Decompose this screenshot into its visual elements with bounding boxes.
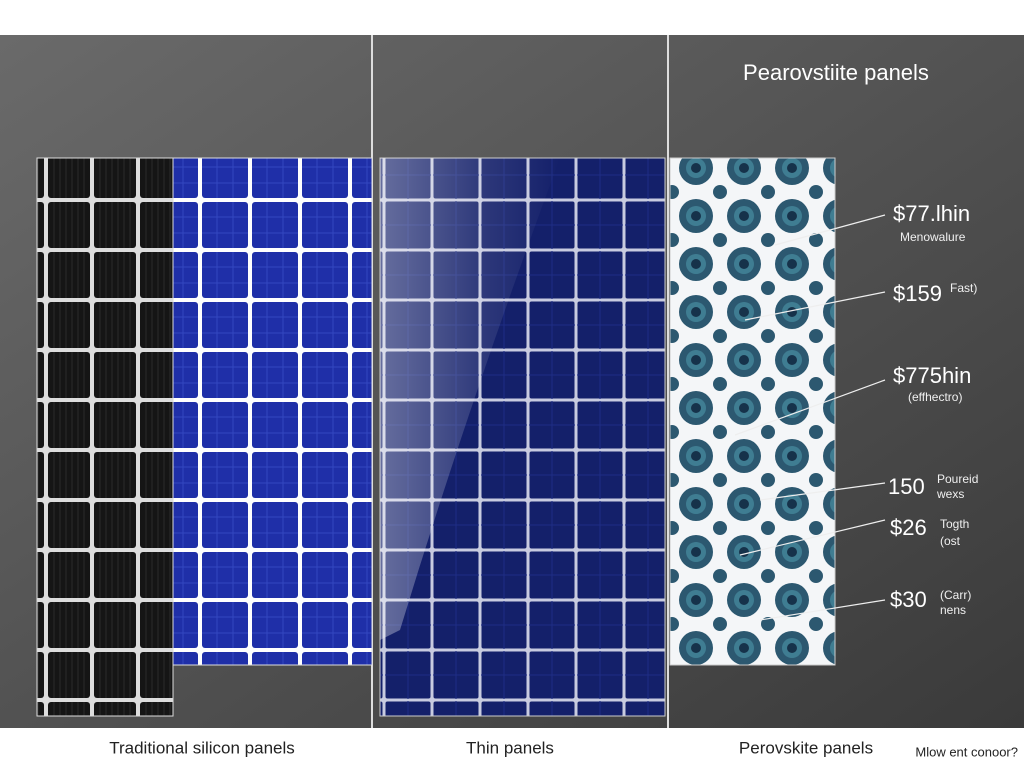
panel-label: Perovskite panels: [739, 738, 873, 757]
callout-price: $26: [890, 515, 927, 540]
callout-note: (Carr): [940, 588, 971, 602]
callout-note: nens: [940, 603, 966, 617]
panel-label: Thin panels: [466, 738, 554, 757]
callout-price: $775hin: [893, 363, 971, 388]
callout-note: (effhectro): [908, 390, 962, 404]
callout-price: $159: [893, 281, 942, 306]
callout-note: Poureid: [937, 472, 978, 486]
callout-price: 150: [888, 474, 925, 499]
perovskite-panel: [669, 157, 836, 666]
callout-lines: [734, 214, 886, 621]
thin-panel-glare: [380, 158, 560, 640]
callout-note: Togth: [940, 517, 969, 531]
callout-price: $77.lhin: [893, 201, 970, 226]
callout-note: Menowalure: [900, 230, 966, 244]
footer-note: Mlow ent conoor?: [915, 744, 1018, 759]
panel-label: Traditional silicon panels: [109, 738, 295, 757]
callout-note: Fast): [950, 281, 977, 295]
silicon-panel-blue: [172, 157, 373, 666]
silicon-panel-black: [36, 157, 174, 717]
callout-price: $30: [890, 587, 927, 612]
callout-note: wexs: [936, 487, 964, 501]
title: Pearovstiite panels: [743, 60, 929, 85]
callout-note: (ost: [940, 534, 961, 548]
